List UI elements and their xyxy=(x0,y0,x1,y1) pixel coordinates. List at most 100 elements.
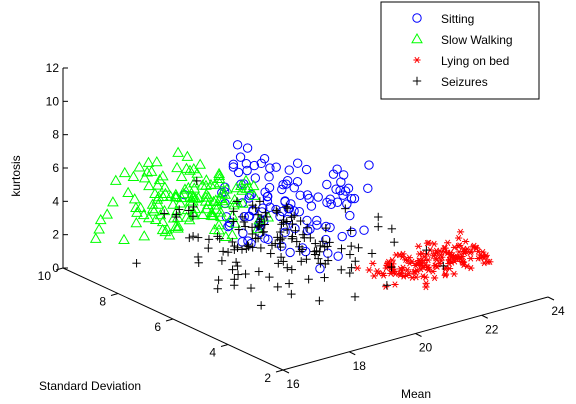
y-tick-label: 10 xyxy=(38,269,52,283)
data-point xyxy=(333,251,343,261)
data-point xyxy=(424,267,433,274)
data-point xyxy=(213,218,225,230)
legend-marker xyxy=(411,32,423,44)
data-point xyxy=(367,249,377,258)
z-axis-label: kurtosis xyxy=(9,155,23,196)
data-point xyxy=(470,242,478,250)
data-point xyxy=(230,245,239,254)
data-point xyxy=(223,221,233,232)
data-point xyxy=(277,206,287,217)
data-point xyxy=(392,251,400,259)
legend-label: Slow Walking xyxy=(441,33,513,47)
data-point xyxy=(199,191,212,202)
data-point xyxy=(220,183,233,194)
data-point xyxy=(444,239,452,246)
z-tick-label: 4 xyxy=(52,194,59,208)
data-point xyxy=(171,161,183,173)
data-point xyxy=(312,220,322,230)
data-point xyxy=(279,218,288,227)
data-point xyxy=(387,270,395,277)
data-point xyxy=(276,252,286,262)
data-point xyxy=(345,268,354,278)
data-point xyxy=(243,182,255,193)
data-point xyxy=(242,244,251,254)
data-point xyxy=(175,170,188,182)
data-point xyxy=(153,173,166,185)
data-point xyxy=(172,146,184,157)
data-point xyxy=(265,272,274,282)
data-point xyxy=(148,205,160,216)
data-point xyxy=(445,256,454,263)
data-point xyxy=(316,259,325,268)
data-point xyxy=(277,220,286,229)
data-point xyxy=(172,210,181,219)
data-point xyxy=(343,183,354,194)
x-tick-mark xyxy=(349,351,356,356)
data-point xyxy=(237,245,247,254)
data-point xyxy=(304,275,313,284)
data-point xyxy=(188,209,200,220)
data-point xyxy=(337,265,346,275)
series-seizures xyxy=(132,176,448,310)
data-point xyxy=(200,188,213,199)
x-axis-label: Mean xyxy=(401,387,431,401)
data-point xyxy=(296,216,305,226)
data-point xyxy=(283,225,292,234)
data-point xyxy=(122,186,134,197)
data-point xyxy=(273,282,282,292)
data-point xyxy=(128,193,141,204)
data-point xyxy=(314,254,323,263)
data-point xyxy=(403,272,411,279)
data-point xyxy=(422,280,430,287)
data-point xyxy=(138,230,151,241)
data-point xyxy=(241,159,252,169)
y-tick-mark xyxy=(165,318,174,322)
data-point xyxy=(228,237,237,247)
data-point xyxy=(422,261,430,269)
y-axis-label: Standard Deviation xyxy=(39,379,141,393)
data-point xyxy=(430,274,439,282)
data-point xyxy=(351,257,360,266)
data-point xyxy=(374,222,383,231)
data-point xyxy=(292,158,303,168)
data-point xyxy=(373,267,381,275)
data-point xyxy=(185,233,194,243)
data-point xyxy=(429,268,437,275)
data-point xyxy=(325,238,334,247)
data-point xyxy=(216,194,229,206)
data-point xyxy=(132,259,141,268)
data-point xyxy=(424,256,432,264)
data-point xyxy=(422,245,431,255)
data-point xyxy=(229,217,241,228)
data-point xyxy=(145,165,158,176)
data-point xyxy=(193,252,203,262)
data-point xyxy=(284,165,294,175)
series-slow-walking xyxy=(89,146,275,245)
data-point xyxy=(256,301,266,310)
data-point xyxy=(312,215,322,226)
data-point xyxy=(184,191,197,202)
data-point xyxy=(325,194,335,204)
data-point xyxy=(306,233,315,243)
data-point xyxy=(321,223,330,233)
data-point xyxy=(240,182,253,193)
data-point xyxy=(142,211,155,223)
data-point xyxy=(326,199,336,209)
data-point xyxy=(150,156,163,167)
data-point xyxy=(209,194,222,205)
data-point xyxy=(462,238,470,245)
data-point xyxy=(262,192,273,202)
data-point xyxy=(236,184,248,195)
data-point xyxy=(251,203,260,213)
data-point xyxy=(242,143,253,153)
data-point xyxy=(262,212,271,222)
y-tick-label: 4 xyxy=(209,346,216,360)
y-tick-mark xyxy=(275,369,284,373)
legend-label: Lying on bed xyxy=(441,54,509,68)
data-point xyxy=(213,232,222,241)
data-point xyxy=(271,162,281,172)
data-point xyxy=(215,234,224,243)
data-point xyxy=(438,254,446,261)
data-point xyxy=(188,232,198,241)
